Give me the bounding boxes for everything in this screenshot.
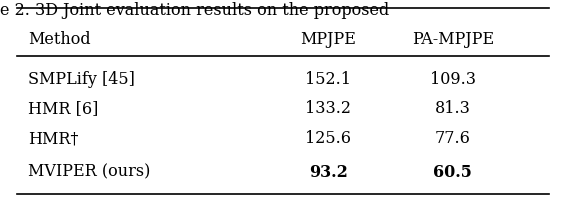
Text: PA-MPJPE: PA-MPJPE [411, 31, 494, 48]
Text: 60.5: 60.5 [434, 164, 472, 181]
Text: 125.6: 125.6 [305, 130, 351, 147]
Text: SMPLify [45]: SMPLify [45] [28, 71, 135, 88]
Text: Method: Method [28, 31, 91, 48]
Text: e 2. 3D Joint evaluation results on the proposed: e 2. 3D Joint evaluation results on the … [0, 2, 389, 19]
Text: 109.3: 109.3 [430, 71, 476, 88]
Text: 152.1: 152.1 [305, 71, 351, 88]
Text: 133.2: 133.2 [305, 100, 351, 117]
Text: 81.3: 81.3 [435, 100, 471, 117]
Text: HMR†: HMR† [28, 130, 79, 147]
Text: HMR [6]: HMR [6] [28, 100, 98, 117]
Text: 77.6: 77.6 [435, 130, 471, 147]
Text: 93.2: 93.2 [309, 164, 348, 181]
Text: MPJPE: MPJPE [301, 31, 356, 48]
Text: MVIPER (ours): MVIPER (ours) [28, 164, 151, 181]
